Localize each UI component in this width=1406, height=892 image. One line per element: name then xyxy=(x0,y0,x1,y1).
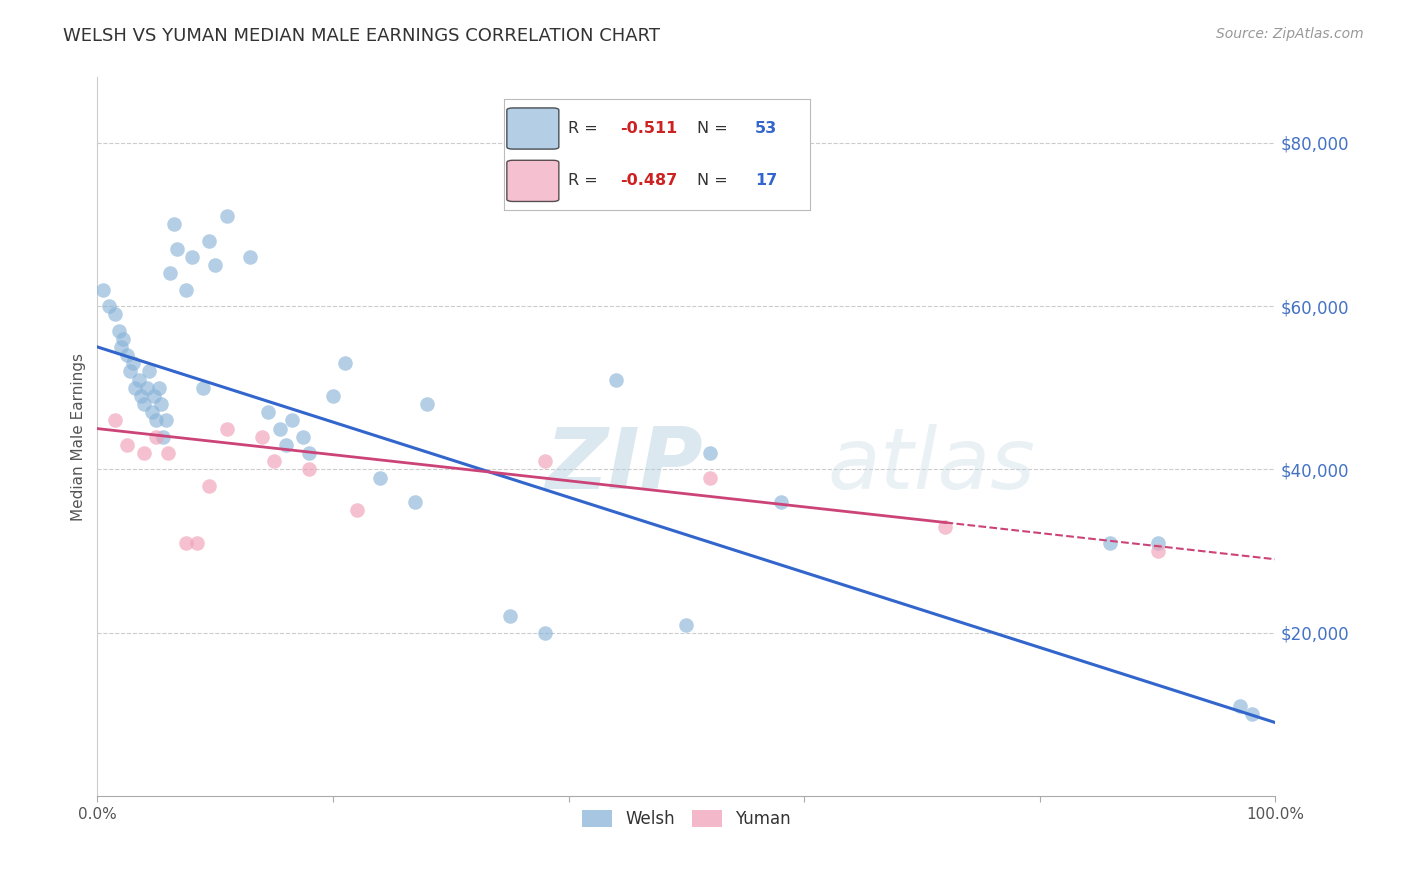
Point xyxy=(112,332,135,346)
Point xyxy=(699,446,721,460)
Point xyxy=(333,356,356,370)
Point xyxy=(104,413,127,427)
Point xyxy=(280,413,302,427)
Point xyxy=(166,242,188,256)
Point xyxy=(534,625,557,640)
Point xyxy=(215,209,238,223)
Point xyxy=(128,373,150,387)
Point xyxy=(141,405,163,419)
Point xyxy=(120,364,142,378)
Point xyxy=(174,283,197,297)
Point xyxy=(368,470,391,484)
Point xyxy=(152,430,174,444)
Point xyxy=(124,381,146,395)
Point xyxy=(115,348,138,362)
Point xyxy=(298,446,321,460)
Point xyxy=(934,519,956,533)
Point xyxy=(174,536,197,550)
Point xyxy=(135,381,157,395)
Point xyxy=(416,397,439,411)
Point xyxy=(292,430,315,444)
Point xyxy=(142,389,165,403)
Point xyxy=(257,405,280,419)
Point xyxy=(98,299,121,313)
Point xyxy=(198,479,221,493)
Point xyxy=(1099,536,1122,550)
Text: WELSH VS YUMAN MEDIAN MALE EARNINGS CORRELATION CHART: WELSH VS YUMAN MEDIAN MALE EARNINGS CORR… xyxy=(63,27,661,45)
Point xyxy=(1229,699,1251,714)
Point xyxy=(155,413,177,427)
Point xyxy=(115,438,138,452)
Point xyxy=(239,250,262,264)
Text: ZIP: ZIP xyxy=(546,424,703,507)
Point xyxy=(104,307,127,321)
Point xyxy=(145,430,167,444)
Point xyxy=(180,250,202,264)
Point xyxy=(1146,536,1168,550)
Point xyxy=(110,340,132,354)
Point xyxy=(1146,544,1168,558)
Point xyxy=(605,373,627,387)
Point xyxy=(157,446,180,460)
Point xyxy=(121,356,143,370)
Point xyxy=(322,389,344,403)
Point xyxy=(675,617,697,632)
Point xyxy=(148,381,170,395)
Point xyxy=(346,503,368,517)
Point xyxy=(138,364,160,378)
Point xyxy=(204,258,226,272)
Point xyxy=(198,234,221,248)
Point xyxy=(769,495,792,509)
Point xyxy=(1240,707,1263,722)
Point xyxy=(699,470,721,484)
Point xyxy=(404,495,426,509)
Y-axis label: Median Male Earnings: Median Male Earnings xyxy=(72,352,86,521)
Point xyxy=(145,413,167,427)
Point xyxy=(263,454,285,468)
Point xyxy=(134,397,156,411)
Text: Source: ZipAtlas.com: Source: ZipAtlas.com xyxy=(1216,27,1364,41)
Point xyxy=(274,438,297,452)
Legend: Welsh, Yuman: Welsh, Yuman xyxy=(575,803,797,835)
Point xyxy=(269,421,291,435)
Text: atlas: atlas xyxy=(828,424,1036,507)
Point xyxy=(534,454,557,468)
Point xyxy=(149,397,172,411)
Point xyxy=(163,218,186,232)
Point xyxy=(107,324,129,338)
Point xyxy=(186,536,208,550)
Point xyxy=(298,462,321,476)
Point xyxy=(129,389,152,403)
Point xyxy=(134,446,156,460)
Point xyxy=(215,421,238,435)
Point xyxy=(91,283,114,297)
Point xyxy=(252,430,274,444)
Point xyxy=(193,381,215,395)
Point xyxy=(498,609,520,624)
Point xyxy=(159,267,181,281)
